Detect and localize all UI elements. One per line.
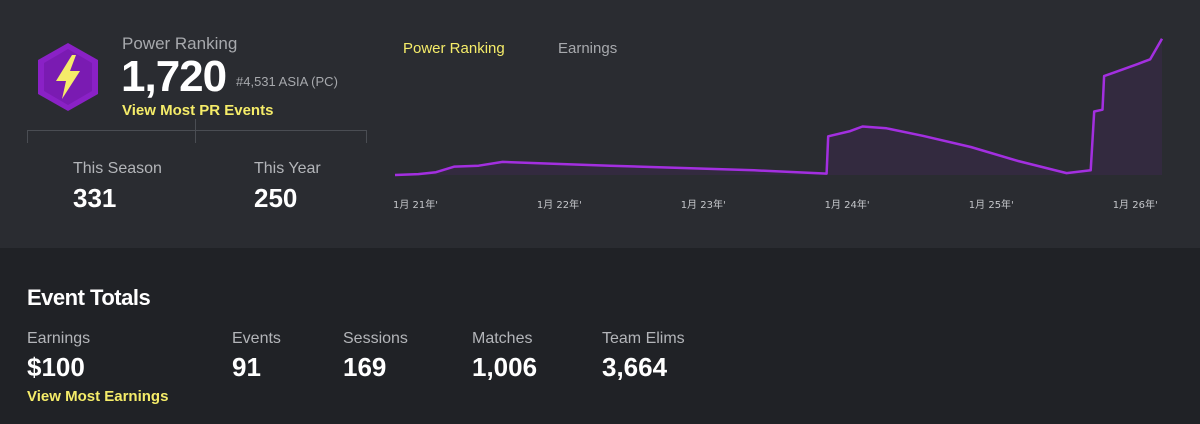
power-ranking-panel: Power Ranking 1,720 #4,531 ASIA (PC) Vie… xyxy=(0,0,1200,248)
sessions-label: Sessions xyxy=(343,330,408,347)
sessions-value: 169 xyxy=(343,352,387,382)
x-tick-label: 1月 25年' xyxy=(969,198,1014,211)
earnings-value: $100 xyxy=(27,352,85,382)
regional-rank: #4,531 ASIA (PC) xyxy=(236,74,338,89)
view-most-pr-events-link[interactable]: View Most PR Events xyxy=(122,102,274,119)
x-tick-label: 1月 23年' xyxy=(681,198,726,211)
events-value: 91 xyxy=(232,352,261,382)
earnings-label: Earnings xyxy=(27,330,91,347)
power-ranking-value: 1,720 xyxy=(121,52,227,101)
x-tick-label: 1月 24年' xyxy=(825,198,870,211)
this-year-label: This Year xyxy=(254,160,321,177)
event-totals-panel xyxy=(0,248,1200,424)
chart-area-fill xyxy=(395,38,1162,176)
matches-label: Matches xyxy=(472,330,533,347)
team-elims-label: Team Elims xyxy=(602,330,685,347)
view-most-earnings-link[interactable]: View Most Earnings xyxy=(27,388,169,405)
power-ranking-label: Power Ranking xyxy=(122,34,238,53)
tab-power-ranking[interactable]: Power Ranking xyxy=(403,40,505,57)
team-elims-value: 3,664 xyxy=(602,352,668,382)
events-label: Events xyxy=(232,330,281,347)
x-tick-label: 1月 26年' xyxy=(1113,198,1158,211)
chart-series-line xyxy=(394,38,1164,177)
matches-value: 1,006 xyxy=(472,352,538,382)
stats-divider xyxy=(27,119,367,143)
x-tick-label: 1月 22年' xyxy=(537,198,582,211)
lightning-bolt-icon xyxy=(38,43,98,111)
x-tick-label: 1月 21年' xyxy=(393,198,438,211)
event-totals-title: Event Totals xyxy=(27,285,151,310)
power-ranking-chart: 1月 21年' 1月 22年' 1月 23年' 1月 24年' 1月 25年' 1月 26… xyxy=(393,38,1164,211)
tab-earnings[interactable]: Earnings xyxy=(558,40,618,57)
this-year-value: 250 xyxy=(254,183,298,213)
this-season-label: This Season xyxy=(73,160,162,177)
this-season-value: 331 xyxy=(73,183,117,213)
